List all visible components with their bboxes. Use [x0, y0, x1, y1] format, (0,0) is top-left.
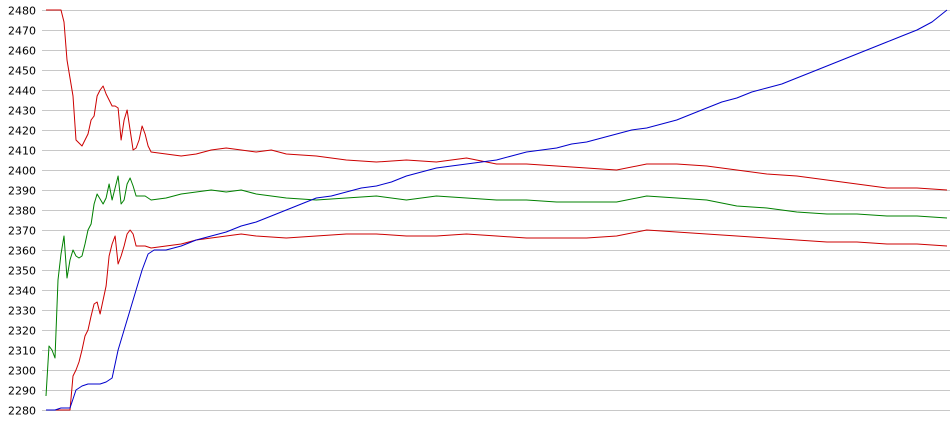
y-axis-tick-labels: 2280 2290 2300 2310 2320 2330 2340 2350 2360 2370…: [8, 5, 36, 418]
y-tick-label: 2340: [8, 285, 36, 298]
series-line-2: [45, 175, 948, 397]
y-tick-label: 2420: [8, 125, 36, 138]
series-line-4: [46, 9, 948, 411]
y-tick-label: 2320: [8, 325, 36, 338]
y-tick-label: 2360: [8, 245, 36, 258]
y-tick-label: 2430: [8, 105, 36, 118]
y-tick-label: 2480: [8, 5, 36, 18]
y-tick-label: 2280: [8, 405, 36, 418]
y-tick-label: 2310: [8, 345, 36, 358]
y-tick-label: 2410: [8, 145, 36, 158]
y-tick-label: 2350: [8, 265, 36, 278]
y-tick-label: 2400: [8, 165, 36, 178]
y-tick-label: 2330: [8, 305, 36, 318]
y-tick-label: 2370: [8, 225, 36, 238]
y-tick-label: 2390: [8, 185, 36, 198]
y-tick-label: 2440: [8, 85, 36, 98]
series-line-1: [46, 9, 948, 191]
y-tick-label: 2300: [8, 365, 36, 378]
y-tick-label: 2460: [8, 45, 36, 58]
series-line-3: [46, 229, 948, 411]
gridlines: [42, 10, 950, 411]
y-tick-label: 2450: [8, 65, 36, 78]
series-lines: [45, 9, 948, 411]
y-tick-label: 2290: [8, 385, 36, 398]
y-tick-label: 2470: [8, 25, 36, 38]
y-tick-label: 2380: [8, 205, 36, 218]
